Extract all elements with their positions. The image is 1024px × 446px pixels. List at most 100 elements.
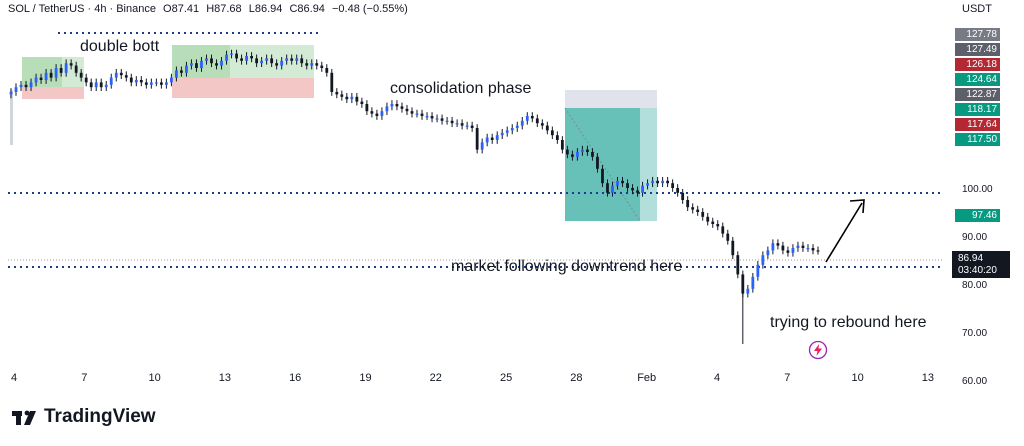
candle-body: [74, 65, 78, 73]
price-label-box: 122.87: [955, 88, 1000, 101]
annotation-rebound: trying to rebound here: [770, 314, 927, 331]
candle-body: [711, 221, 715, 224]
candle-body: [545, 125, 549, 131]
candle-body: [641, 185, 644, 193]
candle-body: [440, 118, 444, 121]
lightning-icon[interactable]: [808, 340, 828, 360]
candle-body: [54, 68, 58, 78]
candle-body: [701, 212, 705, 217]
candle-body: [325, 68, 329, 73]
low-value: L86.94: [248, 3, 283, 15]
candle-body: [581, 149, 584, 152]
candle-body: [290, 58, 294, 61]
candle-body: [154, 82, 158, 84]
tradingview-logo-icon: [12, 410, 36, 425]
candle-body: [646, 183, 649, 186]
candle-body: [240, 58, 243, 61]
candle-body: [611, 185, 614, 193]
candle-body: [681, 192, 685, 200]
candle-body: [200, 60, 203, 68]
candle-body: [786, 250, 790, 253]
candle-body: [631, 188, 634, 191]
price-label-box: 126.18: [955, 58, 1000, 71]
candle-body: [696, 209, 700, 212]
zone-1-red: [22, 87, 84, 99]
candle-body: [94, 82, 98, 88]
current-price-countdown: 03:40:20: [958, 265, 997, 276]
candle-body: [335, 92, 339, 95]
symbol-label[interactable]: SOL / TetherUS · 4h · Binance: [8, 3, 156, 15]
candle-body: [24, 84, 28, 88]
price-label-box: 117.50: [955, 133, 1000, 146]
x-tick-label: 10: [851, 372, 863, 384]
price-label-box: 124.64: [955, 73, 1000, 86]
candle-body: [721, 226, 725, 234]
candle-body: [79, 72, 83, 78]
candle-body: [811, 248, 815, 251]
x-tick-label: 13: [922, 372, 934, 384]
candle-body: [455, 123, 459, 125]
candle-body: [801, 245, 805, 248]
candle-body: [500, 132, 504, 136]
candle-body: [515, 125, 519, 128]
x-tick-label: 10: [148, 372, 160, 384]
open-value: O87.41: [163, 3, 200, 15]
candle-body: [691, 207, 695, 210]
candle-body: [9, 92, 13, 95]
candle-body: [139, 80, 143, 83]
candle-body: [345, 96, 349, 100]
chart-header: SOL / TetherUS · 4h · Binance O87.41 H87…: [8, 3, 412, 15]
candle-body: [230, 53, 233, 55]
candle-body: [280, 60, 284, 66]
change-value: −0.48 (−0.55%): [332, 3, 408, 15]
candle-body: [550, 130, 554, 136]
candle-body: [445, 120, 449, 122]
candle-body: [310, 63, 314, 66]
candle-body: [245, 56, 248, 61]
price-label-box: 117.64: [955, 118, 1000, 131]
candle-body: [756, 264, 760, 277]
candle-body: [601, 168, 604, 184]
candle-body: [576, 152, 579, 157]
candle-body: [380, 111, 384, 116]
candle-body: [410, 111, 414, 114]
candle-body: [616, 180, 619, 186]
candle-body: [490, 137, 494, 140]
currency-label[interactable]: USDT: [962, 3, 992, 15]
candle-body: [766, 250, 770, 256]
candle-body: [776, 243, 780, 246]
candle-body: [320, 65, 324, 68]
candle-body: [390, 104, 394, 107]
annotation-downtrend: market following downtrend here: [451, 258, 683, 275]
brand-name[interactable]: TradingView: [44, 406, 156, 427]
candle-body: [666, 180, 670, 184]
candle-body: [771, 243, 775, 251]
x-tick-label: 4: [11, 372, 17, 384]
candle-body: [726, 233, 730, 241]
x-tick-label: 28: [570, 372, 582, 384]
candle-body: [59, 68, 63, 73]
candle-body: [260, 60, 264, 64]
annotation-double-bottom: double bott: [80, 38, 160, 55]
candle-body: [586, 149, 589, 152]
candle-body: [676, 188, 680, 193]
candle-body: [99, 82, 103, 88]
candle-body: [215, 63, 218, 66]
candle-body: [475, 128, 479, 150]
x-tick-label: 16: [289, 372, 301, 384]
x-tick-label: 13: [219, 372, 231, 384]
candle-body: [420, 113, 424, 116]
candle-body: [29, 82, 33, 88]
y-tick-label: 60.00: [962, 376, 987, 387]
zone-left-gray: [10, 90, 13, 145]
y-tick-label: 80.00: [962, 280, 987, 291]
candle-body: [39, 77, 43, 80]
y-tick-label: 70.00: [962, 328, 987, 339]
candle-body: [44, 72, 48, 80]
candle-body: [375, 113, 379, 116]
candle-body: [470, 125, 474, 128]
candle-body: [355, 96, 359, 102]
candle-body: [621, 180, 624, 184]
candle-body: [300, 58, 304, 64]
